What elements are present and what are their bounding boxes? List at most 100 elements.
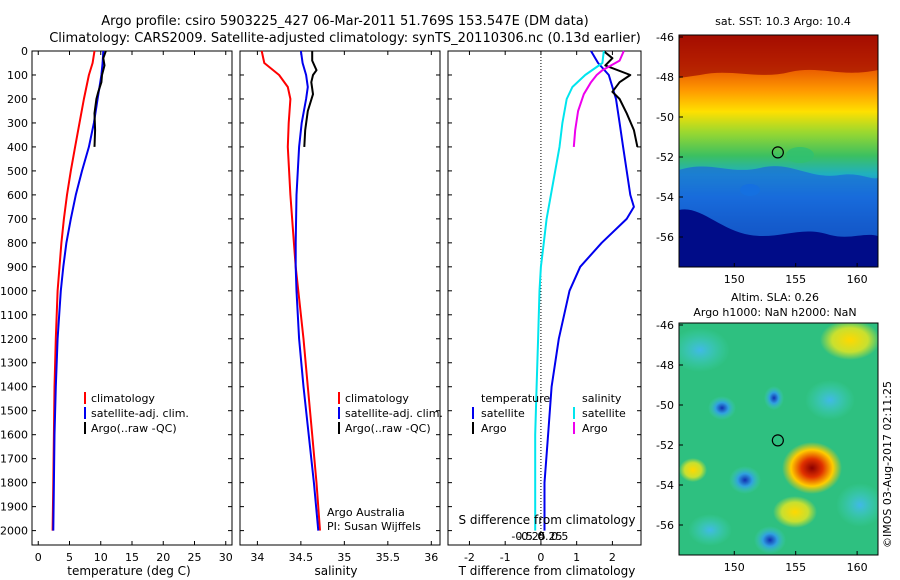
legend-label-climatology-sal: climatology	[345, 392, 409, 405]
imos-timestamp: ©IMOS 03-Aug-2017 02:11:25	[881, 381, 894, 548]
sst-map-panel: sat. SST: 10.3 Argo: 10.4 150 155 160 -46 -4…	[656, 15, 879, 286]
depth-tick-label: 0	[21, 45, 28, 58]
map-y-tick-label: -54	[656, 191, 674, 204]
map-y-tick-label: -46	[656, 319, 674, 332]
difference-depth-ticks	[448, 50, 641, 532]
x-tick-label: 2	[609, 551, 616, 564]
depth-tick-label: 1800	[0, 477, 28, 490]
depth-tick-label: 200	[7, 93, 28, 106]
depth-tick-label: 1700	[0, 453, 28, 466]
map-y-tick-label: -56	[656, 519, 674, 532]
map-y-tick-label: -48	[656, 71, 674, 84]
temperature-plot-frame	[31, 50, 233, 546]
sla-map-ticks: 150 155 160 -46 -48 -50 -52 -54 -56	[656, 319, 868, 574]
series-line-argo	[572, 50, 625, 147]
x-tick-label: 20	[156, 551, 170, 564]
map-x-tick-label: 155	[785, 561, 806, 574]
map-x-tick-label: 150	[724, 273, 745, 286]
figure-title-line1: Argo profile: csiro 5903225_427 06-Mar-2…	[101, 14, 589, 29]
legend-title-salinity: salinity	[582, 392, 622, 405]
temperature-axis-ticks: 0 5 10 15 20 25 30	[35, 51, 233, 564]
depth-tick-label: 1500	[0, 405, 28, 418]
depth-tick-label: 1000	[0, 285, 28, 298]
map-y-tick-label: -52	[656, 151, 674, 164]
depth-tick-label: 1600	[0, 429, 28, 442]
series-line-satellite	[543, 50, 635, 531]
depth-tick-label: 1300	[0, 357, 28, 370]
x-tick-label: 34	[250, 551, 264, 564]
legend-title-temperature: temperature	[481, 392, 550, 405]
depth-tick-label: 500	[7, 165, 28, 178]
series-line-climatology	[51, 50, 96, 531]
sla-field-image	[679, 323, 878, 555]
salinity-profile-panel: 34 34.5 35 35.5 36 salinity climatology sate…	[239, 50, 443, 578]
x-tick-label: 0	[537, 551, 544, 564]
salinity-legend: climatology satellite-adj. clim. Argo(..…	[338, 392, 443, 435]
map-y-tick-label: -52	[656, 439, 674, 452]
legend-label-satellite-adj-sal: satellite-adj. clim.	[345, 407, 443, 420]
salinity-series-lines	[260, 50, 321, 531]
x-tick-label: 0	[35, 551, 42, 564]
legend-label-climatology: climatology	[91, 392, 155, 405]
depth-tick-label: 800	[7, 237, 28, 250]
map-y-tick-label: -46	[656, 31, 674, 44]
map-y-tick-label: -50	[656, 111, 674, 124]
x-tick-label: 5	[66, 551, 73, 564]
map-y-tick-label: -54	[656, 479, 674, 492]
x-tick-label: 35.5	[376, 551, 401, 564]
sst-field-image	[679, 35, 878, 267]
series-line-argo---raw--qc-	[93, 50, 107, 147]
legend-label-s-satellite: satellite	[582, 407, 626, 420]
series-line-argo	[602, 50, 639, 148]
temperature-legend: climatology satellite-adj. clim. Argo(..…	[84, 392, 189, 435]
sst-map-title: sat. SST: 10.3 Argo: 10.4	[715, 15, 851, 28]
sst-map-frame	[678, 34, 879, 268]
salinity-axis-label: salinity	[314, 564, 357, 578]
x-tick-label: 35	[337, 551, 351, 564]
series-line-argo---raw--qc-	[303, 51, 318, 147]
sla-map-panel: Altim. SLA: 0.26 Argo h1000: NaN h2000: …	[656, 291, 879, 574]
sla-map-title: Altim. SLA: 0.26	[731, 291, 819, 304]
depth-tick-label: 900	[7, 261, 28, 274]
temperature-axis-label: temperature (deg C)	[67, 564, 190, 578]
sla-map-frame	[678, 322, 879, 556]
map-y-tick-label: -50	[656, 399, 674, 412]
x-tick-label: 36	[424, 551, 438, 564]
temperature-profile-panel: 0100200300400500600700800900100011001200…	[0, 45, 233, 578]
s-diff-tick-label: 0.5	[551, 530, 569, 543]
depth-tick-label: 300	[7, 117, 28, 130]
map-x-tick-label: 160	[847, 273, 868, 286]
depth-tick-label: 600	[7, 189, 28, 202]
legend-label-t-satellite: satellite	[481, 407, 525, 420]
difference-legend: temperature satellite Argo salinity sate…	[472, 392, 626, 435]
salinity-axis-ticks: 34 34.5 35 35.5 36	[250, 51, 438, 564]
sla-float-location-marker	[771, 434, 784, 447]
difference-plot-frame	[447, 50, 642, 546]
salinity-plot-frame	[239, 50, 441, 546]
map-y-tick-label: -56	[656, 231, 674, 244]
depth-tick-label: 2000	[0, 525, 28, 538]
x-tick-label: -2	[464, 551, 475, 564]
x-tick-label: 34.5	[289, 551, 314, 564]
s-difference-axis-label: S difference from climatology	[459, 513, 636, 527]
legend-label-satellite-adj: satellite-adj. clim.	[91, 407, 189, 420]
legend-label-t-argo: Argo	[481, 422, 507, 435]
depth-tick-label: 1100	[0, 309, 28, 322]
map-y-tick-label: -48	[656, 359, 674, 372]
map-x-tick-label: 155	[785, 273, 806, 286]
x-tick-label: 10	[94, 551, 108, 564]
depth-tick-label: 1900	[0, 501, 28, 514]
legend-label-s-argo: Argo	[582, 422, 608, 435]
t-difference-axis-label: T difference from climatology	[458, 564, 636, 578]
x-tick-label: 30	[219, 551, 233, 564]
map-x-tick-label: 150	[724, 561, 745, 574]
x-tick-label: -1	[500, 551, 511, 564]
s-diff-tick-label: -0.5	[511, 530, 532, 543]
temperature-series-lines	[51, 50, 107, 531]
depth-tick-label: 1400	[0, 381, 28, 394]
legend-label-argo-sal: Argo(..raw -QC)	[345, 422, 431, 435]
depth-tick-label: 1200	[0, 333, 28, 346]
